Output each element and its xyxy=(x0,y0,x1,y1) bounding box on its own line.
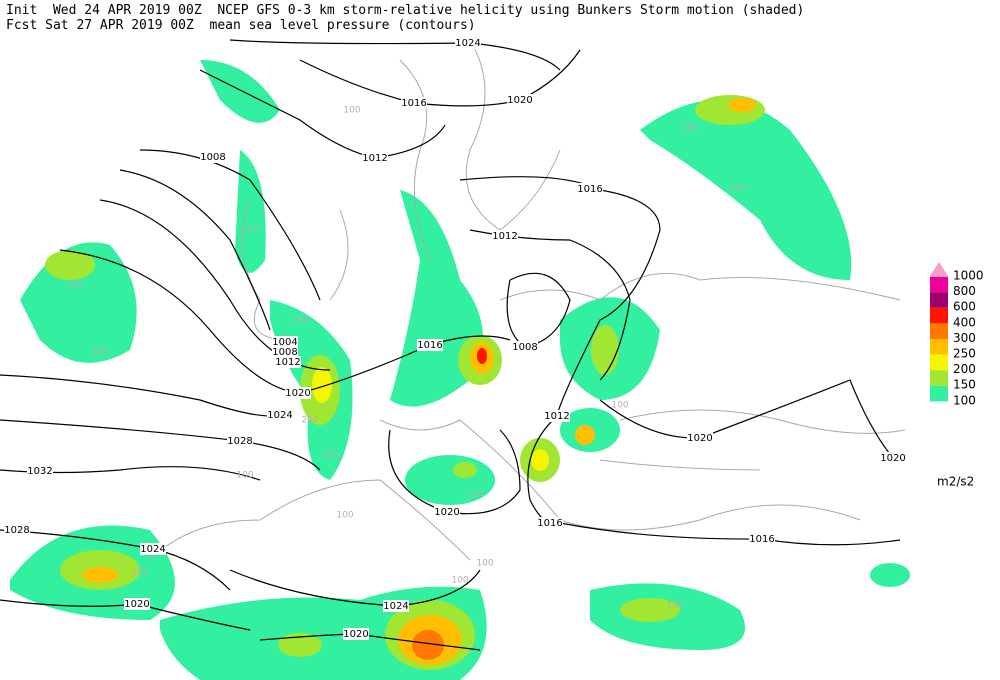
legend-label: 400 xyxy=(953,315,976,329)
contour-label-bg xyxy=(434,506,460,518)
contour-label-bg xyxy=(687,432,713,444)
contour-label-bg xyxy=(272,346,298,358)
contour-label: 1012 xyxy=(275,357,300,368)
contour-label-bg xyxy=(880,452,906,464)
map-area xyxy=(0,30,912,680)
contour-label-bg xyxy=(749,533,775,545)
contour-label: 1016 xyxy=(577,184,602,195)
shading-label: 100 xyxy=(729,184,746,194)
legend-label: 300 xyxy=(953,331,976,345)
contour-label-bg xyxy=(512,341,538,353)
contour-label: 1020 xyxy=(343,629,368,640)
contour-label-bg xyxy=(455,37,481,49)
contour-label-bg xyxy=(275,356,301,368)
shading-label: 100 xyxy=(236,471,253,481)
contour-label: 1020 xyxy=(880,453,905,464)
coastlines xyxy=(149,39,906,561)
shading-label: 100 xyxy=(611,401,628,411)
shading-label: 150 xyxy=(131,568,148,578)
contour-label-bg xyxy=(417,339,443,351)
contour-label: 1012 xyxy=(492,231,517,242)
shading-label: 150 xyxy=(466,490,483,500)
contour-label-bg xyxy=(4,524,30,536)
contour-label: 1024 xyxy=(267,410,292,421)
contour-label: 1020 xyxy=(285,388,310,399)
contour-label: 1020 xyxy=(124,599,149,610)
contour-label: 1008 xyxy=(272,347,297,358)
legend-swatch xyxy=(930,354,948,371)
shading-label: 200 xyxy=(301,416,318,426)
shading-label: 150 xyxy=(321,451,338,461)
contour-label-bg xyxy=(27,465,53,477)
shading-label: 150 xyxy=(666,601,683,611)
contour-label: 1016 xyxy=(537,518,562,529)
contour-label-bg xyxy=(343,628,369,640)
contour-label-bg xyxy=(227,435,253,447)
shading-label: 100 xyxy=(476,559,493,569)
contour-label: 1020 xyxy=(687,433,712,444)
shading-label: 100 xyxy=(343,106,360,116)
contour-label: 1032 xyxy=(27,466,52,477)
contour-labels: 1024102010161012100810161012100410081012… xyxy=(4,37,906,640)
contour-label-bg xyxy=(383,600,409,612)
header-line: Fcst Sat 27 APR 2019 00Z mean sea level … xyxy=(6,18,476,33)
contour-label-bg xyxy=(272,336,298,348)
contour-label-bg xyxy=(401,97,427,109)
legend-label: 1000 xyxy=(953,269,984,283)
contour-label-bg xyxy=(140,543,166,555)
contour-label-bg xyxy=(544,410,570,422)
shading-label: 100 xyxy=(91,348,108,358)
legend-swatch xyxy=(930,339,948,355)
shading-label: 150 xyxy=(291,316,308,326)
legend-swatch xyxy=(930,370,948,386)
legend-label: 600 xyxy=(953,300,976,314)
contour-label-bg xyxy=(362,152,388,164)
contour-label: 1028 xyxy=(227,436,252,447)
contour-label: 1004 xyxy=(272,337,297,348)
contour-label: 1016 xyxy=(749,534,774,545)
contour-label: 1016 xyxy=(417,340,442,351)
shading-label: 150 xyxy=(681,124,698,134)
header-line: Init Wed 24 APR 2019 00Z NCEP GFS 0-3 km… xyxy=(6,3,804,18)
contour-label: 1020 xyxy=(434,507,459,518)
legend-label: 200 xyxy=(953,362,976,376)
contour-label-bg xyxy=(285,387,311,399)
contour-label: 1024 xyxy=(383,601,408,612)
contour-label: 1008 xyxy=(512,342,537,353)
contour-label-bg xyxy=(267,409,293,421)
legend-triangle xyxy=(930,262,948,276)
contour-label: 1012 xyxy=(362,153,387,164)
legend-swatch xyxy=(930,385,948,402)
contour-label-bg xyxy=(200,151,226,163)
contour-label: 1012 xyxy=(544,411,569,422)
contour-label-bg xyxy=(507,94,533,106)
shading-label: 100 xyxy=(451,576,468,586)
legend-label: 800 xyxy=(953,284,976,298)
legend-swatch xyxy=(930,276,948,293)
shading-label: 200 xyxy=(241,226,258,236)
contour-label: 1024 xyxy=(140,544,165,555)
shading-label: 150 xyxy=(66,281,83,291)
contour-label-bg xyxy=(492,230,518,242)
legend-label: 250 xyxy=(953,347,976,361)
contour-label-bg xyxy=(537,517,563,529)
contour-label: 1020 xyxy=(507,95,532,106)
legend-label: 150 xyxy=(953,378,976,392)
contour-label: 1028 xyxy=(4,525,29,536)
legend-swatch xyxy=(930,292,948,308)
contour-label: 1008 xyxy=(200,152,225,163)
contour-label: 1024 xyxy=(455,38,480,49)
legend-swatch xyxy=(930,323,948,339)
shading-label: 100 xyxy=(336,511,353,521)
contour-label: 1016 xyxy=(401,98,426,109)
contour-label-bg xyxy=(124,598,150,610)
legend-label: 100 xyxy=(953,393,976,407)
legend-unit: m2/s2 xyxy=(937,475,974,489)
contour-label-bg xyxy=(577,183,603,195)
legend-swatch xyxy=(930,307,948,324)
